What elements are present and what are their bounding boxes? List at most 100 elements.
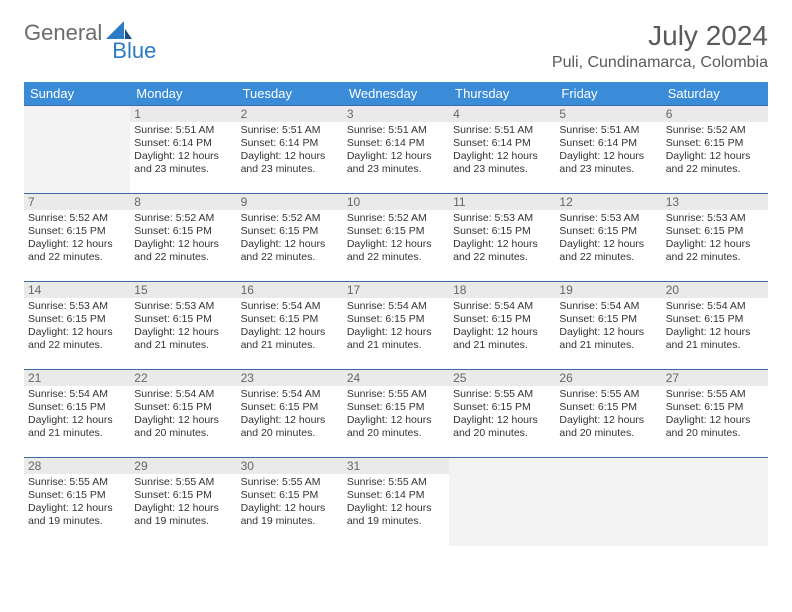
- calendar-day-cell: 24Sunrise: 5:55 AMSunset: 6:15 PMDayligh…: [343, 370, 449, 458]
- location-text: Puli, Cundinamarca, Colombia: [552, 54, 768, 72]
- sunrise-line: Sunrise: 5:55 AM: [453, 388, 533, 400]
- sunset-line: Sunset: 6:15 PM: [241, 401, 319, 413]
- calendar-day-cell: 22Sunrise: 5:54 AMSunset: 6:15 PMDayligh…: [130, 370, 236, 458]
- day-number: 27: [662, 370, 768, 386]
- calendar-day-cell: 16Sunrise: 5:54 AMSunset: 6:15 PMDayligh…: [237, 282, 343, 370]
- daylight-line: Daylight: 12 hours and 22 minutes.: [347, 238, 432, 263]
- calendar-day-cell: 17 Sunrise: 5:54 AMSunset: 6:15 PMDayligh…: [343, 282, 449, 370]
- day-details: Sunrise: 5:51 AMSunset: 6:14 PMDaylight:…: [347, 124, 445, 177]
- day-details: Sunrise: 5:54 AMSunset: 6:15 PMDaylight:…: [559, 300, 657, 353]
- calendar-empty-cell: [555, 458, 661, 546]
- title-block: July 2024 Puli, Cundinamarca, Colombia: [552, 20, 768, 72]
- daylight-line: Daylight: 12 hours and 23 minutes.: [241, 150, 326, 175]
- sunset-line: Sunset: 6:15 PM: [28, 489, 106, 501]
- daylight-line: Daylight: 12 hours and 22 minutes.: [453, 238, 538, 263]
- day-header: Wednesday: [343, 82, 449, 106]
- day-details: Sunrise: 5:53 AMSunset: 6:15 PMDaylight:…: [28, 300, 126, 353]
- day-header: Saturday: [662, 82, 768, 106]
- daylight-line: Daylight: 12 hours and 23 minutes.: [453, 150, 538, 175]
- daylight-line: Daylight: 12 hours and 21 minutes.: [347, 326, 432, 351]
- daylight-line: Daylight: 12 hours and 23 minutes.: [134, 150, 219, 175]
- day-details: Sunrise: 5:55 AMSunset: 6:15 PMDaylight:…: [559, 388, 657, 441]
- day-details: Sunrise: 5:53 AMSunset: 6:15 PMDaylight:…: [666, 212, 764, 265]
- day-header: Tuesday: [237, 82, 343, 106]
- sunrise-line: Sunrise: 5:52 AM: [347, 212, 427, 224]
- calendar-day-cell: 8Sunrise: 5:52 AMSunset: 6:15 PMDaylight…: [130, 194, 236, 282]
- daylight-line: Daylight: 12 hours and 20 minutes.: [134, 414, 219, 439]
- calendar-day-cell: 20Sunrise: 5:54 AMSunset: 6:15 PMDayligh…: [662, 282, 768, 370]
- sunset-line: Sunset: 6:15 PM: [347, 401, 425, 413]
- daylight-line: Daylight: 12 hours and 21 minutes.: [559, 326, 644, 351]
- sunset-line: Sunset: 6:15 PM: [666, 137, 744, 149]
- day-details: Sunrise: 5:52 AMSunset: 6:15 PMDaylight:…: [347, 212, 445, 265]
- sunset-line: Sunset: 6:15 PM: [453, 313, 531, 325]
- calendar-table: SundayMondayTuesdayWednesdayThursdayFrid…: [24, 82, 768, 546]
- sunset-line: Sunset: 6:15 PM: [666, 401, 744, 413]
- brand-part2: Blue: [112, 38, 156, 64]
- daylight-line: Daylight: 12 hours and 22 minutes.: [559, 238, 644, 263]
- sunset-line: Sunset: 6:15 PM: [453, 401, 531, 413]
- daylight-line: Daylight: 12 hours and 20 minutes.: [453, 414, 538, 439]
- calendar-day-cell: 12Sunrise: 5:53 AMSunset: 6:15 PMDayligh…: [555, 194, 661, 282]
- day-header: Friday: [555, 82, 661, 106]
- calendar-day-cell: 31Sunrise: 5:55 AMSunset: 6:14 PMDayligh…: [343, 458, 449, 546]
- calendar-day-cell: 26 Sunrise: 5:55 AMSunset: 6:15 PMDayligh…: [555, 370, 661, 458]
- day-number: 8: [130, 194, 236, 210]
- calendar-day-cell: 28Sunrise: 5:55 AMSunset: 6:15 PMDayligh…: [24, 458, 130, 546]
- daylight-line: Daylight: 12 hours and 22 minutes.: [134, 238, 219, 263]
- sunset-line: Sunset: 6:15 PM: [559, 401, 637, 413]
- calendar-day-cell: 1 Sunrise: 5:51 AMSunset: 6:14 PMDaylight…: [130, 106, 236, 194]
- calendar-day-cell: 4Sunrise: 5:51 AMSunset: 6:14 PMDaylight…: [449, 106, 555, 194]
- calendar-day-cell: 15Sunrise: 5:53 AMSunset: 6:15 PMDayligh…: [130, 282, 236, 370]
- sunrise-line: Sunrise: 5:51 AM: [559, 124, 639, 136]
- sunrise-line: Sunrise: 5:54 AM: [134, 388, 214, 400]
- day-header: Sunday: [24, 82, 130, 106]
- calendar-day-cell: 11Sunrise: 5:53 AMSunset: 6:15 PMDayligh…: [449, 194, 555, 282]
- daylight-line: Daylight: 12 hours and 20 minutes.: [559, 414, 644, 439]
- day-number: 19: [555, 282, 661, 298]
- day-number: 1: [130, 106, 236, 122]
- sunset-line: Sunset: 6:15 PM: [347, 313, 425, 325]
- sunrise-line: Sunrise: 5:51 AM: [453, 124, 533, 136]
- day-header: Monday: [130, 82, 236, 106]
- calendar-day-cell: 29Sunrise: 5:55 AMSunset: 6:15 PMDayligh…: [130, 458, 236, 546]
- day-details: Sunrise: 5:55 AMSunset: 6:15 PMDaylight:…: [241, 476, 339, 529]
- calendar-day-cell: 19 Sunrise: 5:54 AMSunset: 6:15 PMDayligh…: [555, 282, 661, 370]
- sunrise-line: Sunrise: 5:52 AM: [28, 212, 108, 224]
- sunset-line: Sunset: 6:15 PM: [241, 489, 319, 501]
- calendar-day-cell: 25Sunrise: 5:55 AMSunset: 6:15 PMDayligh…: [449, 370, 555, 458]
- calendar-day-cell: 2Sunrise: 5:51 AMSunset: 6:14 PMDaylight…: [237, 106, 343, 194]
- day-number: 30: [237, 458, 343, 474]
- sunset-line: Sunset: 6:14 PM: [453, 137, 531, 149]
- calendar-day-cell: 13Sunrise: 5:53 AMSunset: 6:15 PMDayligh…: [662, 194, 768, 282]
- day-number: 15: [130, 282, 236, 298]
- sunset-line: Sunset: 6:15 PM: [134, 225, 212, 237]
- sunrise-line: Sunrise: 5:53 AM: [28, 300, 108, 312]
- daylight-line: Daylight: 12 hours and 23 minutes.: [347, 150, 432, 175]
- day-details: Sunrise: 5:51 AMSunset: 6:14 PMDaylight:…: [134, 124, 232, 177]
- daylight-line: Daylight: 12 hours and 20 minutes.: [347, 414, 432, 439]
- day-details: Sunrise: 5:53 AMSunset: 6:15 PMDaylight:…: [453, 212, 551, 265]
- sunrise-line: Sunrise: 5:55 AM: [666, 388, 746, 400]
- day-details: Sunrise: 5:53 AMSunset: 6:15 PMDaylight:…: [559, 212, 657, 265]
- sunrise-line: Sunrise: 5:54 AM: [241, 300, 321, 312]
- calendar-head: SundayMondayTuesdayWednesdayThursdayFrid…: [24, 82, 768, 106]
- month-title: July 2024: [552, 20, 768, 52]
- calendar-empty-cell: [24, 106, 130, 194]
- sunset-line: Sunset: 6:15 PM: [134, 489, 212, 501]
- day-details: Sunrise: 5:51 AMSunset: 6:14 PMDaylight:…: [559, 124, 657, 177]
- day-number: 17: [343, 282, 449, 298]
- calendar-day-cell: 21Sunrise: 5:54 AMSunset: 6:15 PMDayligh…: [24, 370, 130, 458]
- day-number: 26: [555, 370, 661, 386]
- sunrise-line: Sunrise: 5:54 AM: [347, 300, 427, 312]
- sunset-line: Sunset: 6:15 PM: [28, 401, 106, 413]
- sunrise-line: Sunrise: 5:52 AM: [241, 212, 321, 224]
- sunset-line: Sunset: 6:15 PM: [134, 313, 212, 325]
- daylight-line: Daylight: 12 hours and 22 minutes.: [28, 326, 113, 351]
- sunset-line: Sunset: 6:14 PM: [241, 137, 319, 149]
- daylight-line: Daylight: 12 hours and 22 minutes.: [28, 238, 113, 263]
- sunset-line: Sunset: 6:15 PM: [347, 225, 425, 237]
- sunrise-line: Sunrise: 5:53 AM: [559, 212, 639, 224]
- calendar-day-cell: 3Sunrise: 5:51 AMSunset: 6:14 PMDaylight…: [343, 106, 449, 194]
- sunrise-line: Sunrise: 5:54 AM: [559, 300, 639, 312]
